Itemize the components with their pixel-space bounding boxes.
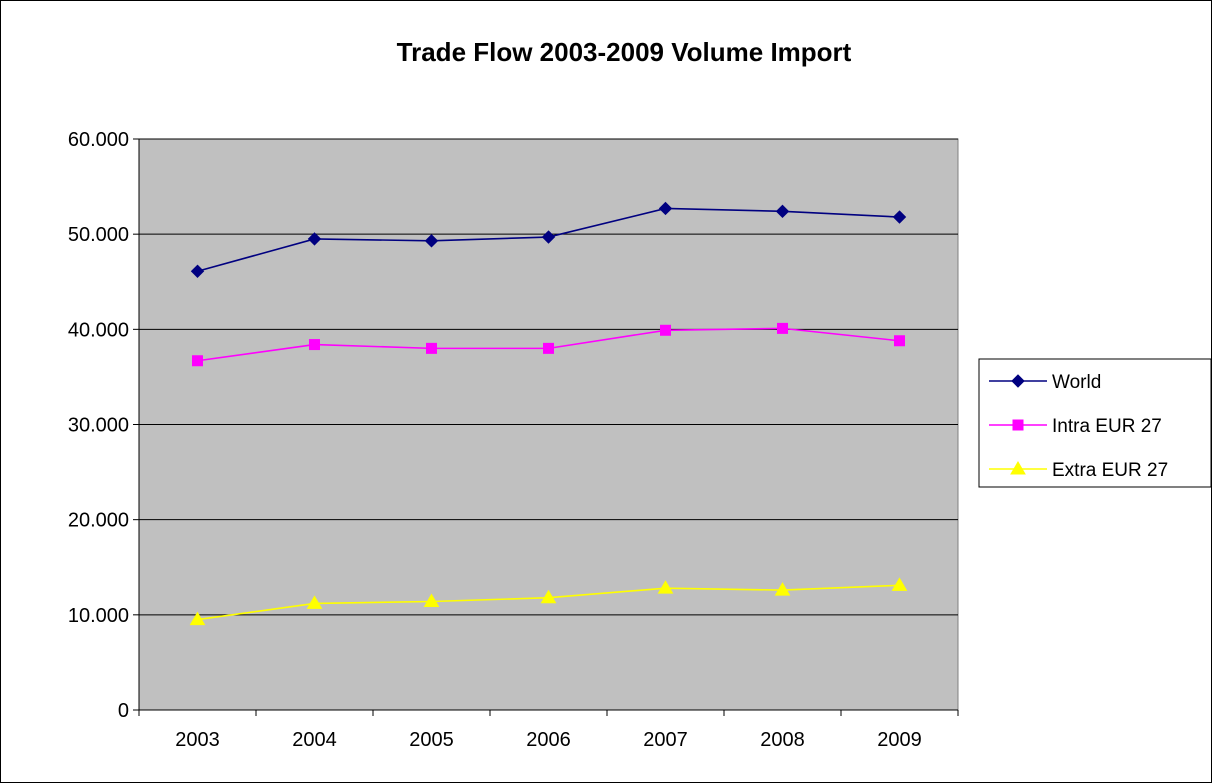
x-tick-label: 2006 [526, 729, 571, 751]
legend-item-intra-eur-27: Intra EUR 27 [989, 416, 1162, 437]
x-tick-label: 2008 [760, 729, 805, 751]
data-point-extra-eur-27 [306, 595, 323, 609]
series-extra-eur-27 [189, 577, 908, 626]
legend-label: World [1052, 372, 1101, 393]
legend-label: Intra EUR 27 [1052, 416, 1162, 437]
data-point-world [892, 210, 907, 224]
x-tick-label: 2005 [409, 729, 454, 751]
data-point-world [541, 230, 556, 244]
x-tick-label: 2004 [292, 729, 337, 751]
legend: World Intra EUR 27 Extra EUR 27 [978, 358, 1212, 488]
data-point-extra-eur-27 [657, 580, 674, 594]
data-point-extra-eur-27 [189, 611, 206, 626]
data-point-intra-eur-27 [777, 322, 788, 334]
data-point-extra-eur-27 [774, 582, 791, 596]
x-tick-label: 2003 [175, 729, 220, 751]
data-point-intra-eur-27 [309, 339, 320, 351]
legend-item-extra-eur-27: Extra EUR 27 [989, 460, 1168, 481]
legend-label: Extra EUR 27 [1052, 460, 1168, 481]
x-axis: 2003 2004 2005 2006 2007 2008 2009 [138, 709, 959, 751]
series-layer [189, 201, 908, 626]
series-world [190, 201, 907, 278]
y-tick-label: 60.000 [68, 129, 129, 151]
data-point-world [658, 201, 673, 216]
data-point-extra-eur-27 [423, 593, 440, 608]
x-tick-label: 2009 [877, 729, 922, 751]
series-intra-eur-27 [192, 322, 905, 367]
y-tick-label: 40.000 [68, 319, 129, 341]
data-point-world [307, 232, 322, 246]
data-point-intra-eur-27 [660, 324, 671, 336]
data-point-world [775, 204, 790, 219]
y-axis: 0 10.000 20.000 30.000 40.000 50.000 60.000 [68, 129, 140, 722]
y-tick-label: 20.000 [68, 510, 129, 532]
legend-marker-world [1011, 374, 1025, 388]
data-point-world [190, 264, 205, 278]
data-point-intra-eur-27 [426, 342, 437, 354]
y-tick-label: 0 [118, 700, 129, 722]
legend-marker-intra-eur-27 [1012, 419, 1024, 431]
data-point-intra-eur-27 [894, 335, 905, 347]
data-point-intra-eur-27 [192, 355, 203, 367]
x-tick-label: 2007 [643, 729, 688, 751]
data-point-extra-eur-27 [891, 577, 908, 591]
chart-title: Trade Flow 2003-2009 Volume Import [397, 37, 852, 67]
legend-marker-extra-eur-27 [1010, 461, 1026, 475]
y-tick-label: 10.000 [68, 605, 129, 627]
data-point-extra-eur-27 [540, 589, 557, 604]
legend-item-world: World [989, 372, 1101, 393]
data-point-world [424, 234, 439, 248]
y-tick-label: 30.000 [68, 415, 129, 437]
y-tick-label: 50.000 [68, 224, 129, 246]
data-point-intra-eur-27 [543, 342, 554, 354]
